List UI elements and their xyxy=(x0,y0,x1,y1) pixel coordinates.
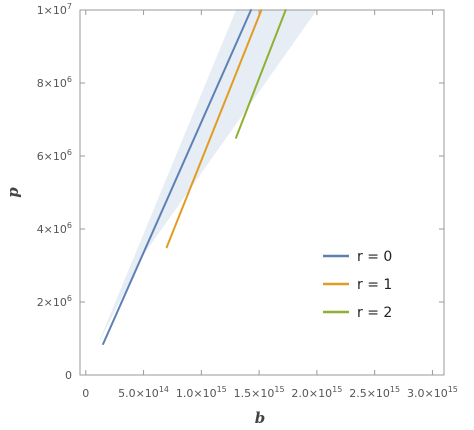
series-line-r0 xyxy=(102,9,252,345)
x-tick-label: 1.0×1015 xyxy=(176,385,227,400)
y-axis-title: p xyxy=(4,187,22,198)
x-tick-label: 5.0×1014 xyxy=(118,385,169,400)
y-tick-label: 6×106 xyxy=(37,148,72,163)
y-tick-label: 1×107 xyxy=(37,2,72,17)
x-axis-title: b xyxy=(255,409,266,427)
series-line-r1 xyxy=(165,9,263,249)
x-tick-label: 0 xyxy=(82,387,89,400)
y-tick-label: 8×106 xyxy=(37,75,72,90)
x-tick-label: 2.5×1015 xyxy=(349,385,400,400)
x-tick-label: 3.0×1015 xyxy=(407,385,458,400)
y-tick-label: 0 xyxy=(65,369,72,382)
x-tick-label: 1.5×1015 xyxy=(234,385,285,400)
series-line-r2 xyxy=(235,9,287,139)
legend-label: r = 1 xyxy=(357,277,392,293)
y-tick-label: 4×106 xyxy=(37,221,72,236)
legend-label: r = 2 xyxy=(357,305,392,321)
x-tick-label: 2.0×1015 xyxy=(291,385,342,400)
shaded-region xyxy=(97,10,317,346)
y-tick-label: 2×106 xyxy=(37,294,72,309)
legend-label: r = 0 xyxy=(357,249,392,265)
